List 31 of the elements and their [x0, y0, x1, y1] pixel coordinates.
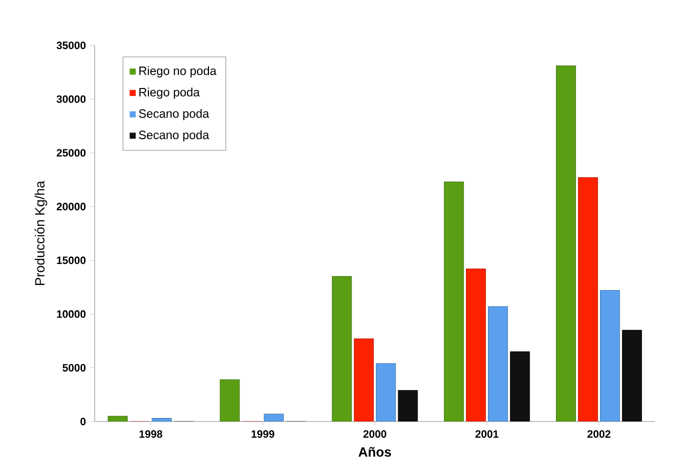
- y-tick-label: 0: [80, 418, 86, 426]
- legend-label: Riego poda: [139, 88, 200, 99]
- bar: [466, 268, 486, 422]
- bar: [578, 177, 598, 422]
- bar: [220, 379, 240, 422]
- bar: [556, 65, 576, 422]
- y-tick-label: 15000: [56, 256, 86, 264]
- y-tick-label: 25000: [56, 148, 86, 157]
- x-axis-title: Años: [358, 446, 391, 457]
- x-tick-label: 2001: [475, 430, 498, 438]
- legend-label: Secano poda: [138, 108, 210, 120]
- bar: [600, 290, 620, 422]
- bar: [264, 414, 284, 422]
- bar: [152, 418, 172, 422]
- bar: [354, 338, 374, 422]
- x-tick-label: 1999: [252, 430, 274, 438]
- bar: [444, 181, 464, 422]
- legend-label: Secano poda: [138, 130, 210, 142]
- y-tick-label: 10000: [56, 310, 86, 318]
- bar: [488, 306, 508, 422]
- x-tick-label: 2002: [587, 430, 610, 438]
- y-tick-label: 20000: [56, 202, 86, 210]
- y-axis-title: Producción Kg/ha: [34, 180, 48, 285]
- bar: [332, 276, 352, 422]
- y-tick-label: 30000: [56, 95, 86, 103]
- y-tick-label: 35000: [56, 41, 86, 50]
- x-tick-label: 2000: [363, 430, 386, 438]
- bar: [376, 363, 396, 422]
- x-tick-label: 1998: [140, 430, 162, 438]
- y-tick-label: 5000: [62, 364, 86, 372]
- legend-label: Riego no poda: [139, 66, 216, 78]
